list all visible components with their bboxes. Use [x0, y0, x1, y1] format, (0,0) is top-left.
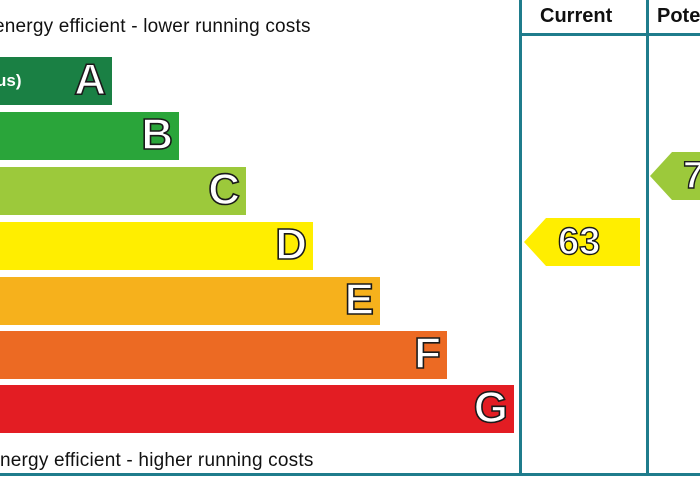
band-e-letter: E	[344, 274, 375, 325]
current-rating-value: 63	[557, 220, 601, 263]
bottom-border	[0, 473, 700, 476]
band-c: C	[0, 164, 246, 215]
band-e: E	[0, 274, 380, 325]
column-header-potential: Pote	[657, 5, 700, 27]
band-d: D	[0, 219, 313, 270]
band-b: B	[0, 109, 179, 160]
band-c-letter: C	[207, 164, 240, 215]
potential-rating-value: 7	[682, 154, 700, 197]
band-g-letter: G	[473, 382, 509, 433]
band-f-letter: F	[413, 328, 441, 379]
divider-current-potential	[646, 0, 649, 476]
band-f: F	[0, 328, 447, 379]
band-a-range: us)	[0, 71, 22, 90]
current-rating-arrow: 63	[524, 218, 640, 266]
band-b-letter: B	[140, 109, 173, 160]
caption-top: energy efficient - lower running costs	[0, 16, 311, 37]
column-header-current: Current	[540, 5, 613, 27]
band-a: us) A	[0, 54, 112, 105]
band-a-letter: A	[73, 54, 106, 105]
band-d-letter: D	[274, 219, 307, 270]
divider-bands-current	[519, 0, 522, 476]
potential-rating-arrow: 7	[650, 152, 700, 200]
header-underline	[520, 33, 700, 36]
caption-bottom: nergy efficient - higher running costs	[0, 450, 314, 471]
band-g: G	[0, 382, 514, 433]
